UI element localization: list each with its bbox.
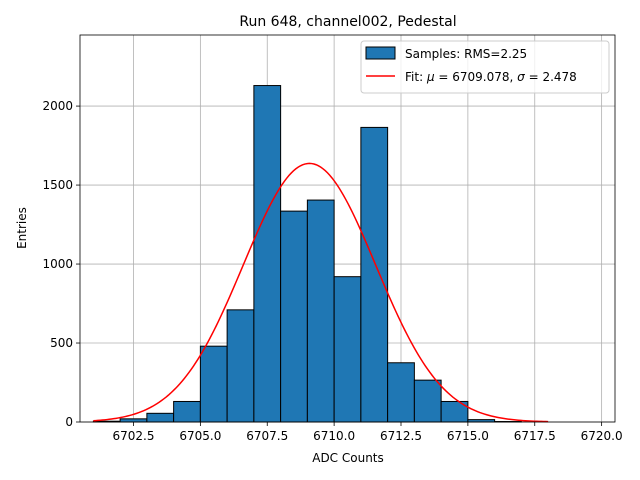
legend-box xyxy=(360,40,610,94)
plot-frame xyxy=(79,34,616,423)
histogram-bar xyxy=(146,412,175,423)
x-tick-label: 6720.0 xyxy=(581,429,623,443)
histogram-bar xyxy=(173,400,201,423)
y-tick-label: 1000 xyxy=(42,257,73,271)
legend-fit-sigma-value: = 2.478 xyxy=(525,70,577,84)
legend: Samples: RMS=2.25 Fit: μ = 6709.078, σ =… xyxy=(360,40,610,94)
legend-histogram-label: Samples: RMS=2.25 xyxy=(405,47,527,61)
y-tick-label: 500 xyxy=(50,336,73,350)
fit-curve xyxy=(93,162,549,423)
histogram-bar xyxy=(253,85,282,423)
legend-fit-label: Fit: μ = 6709.078, σ = 2.478 xyxy=(405,70,577,84)
x-axis-label: ADC Counts xyxy=(312,451,384,465)
y-tick-label: 0 xyxy=(65,415,73,429)
chart-title: Run 648, channel002, Pedestal xyxy=(239,14,456,30)
histogram-bar xyxy=(333,276,362,423)
y-tick-label: 1500 xyxy=(42,178,73,192)
histogram-bar xyxy=(280,210,308,423)
x-tick-label: 6707.5 xyxy=(246,429,288,443)
y-tick-label: 2000 xyxy=(42,99,73,113)
legend-fit-mu-symbol: μ xyxy=(426,70,435,84)
legend-fit-mu-value: = 6709.078, xyxy=(435,70,518,84)
x-tick-label: 6712.5 xyxy=(380,429,422,443)
histogram-bar xyxy=(119,418,148,423)
x-tick-label: 6702.5 xyxy=(113,429,155,443)
histogram-bars xyxy=(92,85,522,423)
legend-fit-sigma-symbol: σ xyxy=(517,70,525,84)
x-tick-label: 6715.0 xyxy=(447,429,489,443)
histogram-bar xyxy=(387,362,415,423)
x-tick-label: 6717.5 xyxy=(514,429,556,443)
histogram-bar xyxy=(413,379,442,423)
histogram-bar xyxy=(226,309,255,423)
histogram-bar xyxy=(199,345,228,423)
axis-ticks: 6702.5 6705.0 6707.5 6710.0 6712.5 6715.0 6717… xyxy=(42,99,622,443)
x-tick-label: 6710.0 xyxy=(313,429,355,443)
histogram-bar xyxy=(306,199,335,423)
legend-fit-prefix: Fit: xyxy=(405,70,427,84)
y-axis-label: Entries xyxy=(15,207,29,249)
x-tick-label: 6705.0 xyxy=(179,429,221,443)
legend-histogram-swatch xyxy=(365,46,396,60)
histogram-bar xyxy=(360,126,389,423)
